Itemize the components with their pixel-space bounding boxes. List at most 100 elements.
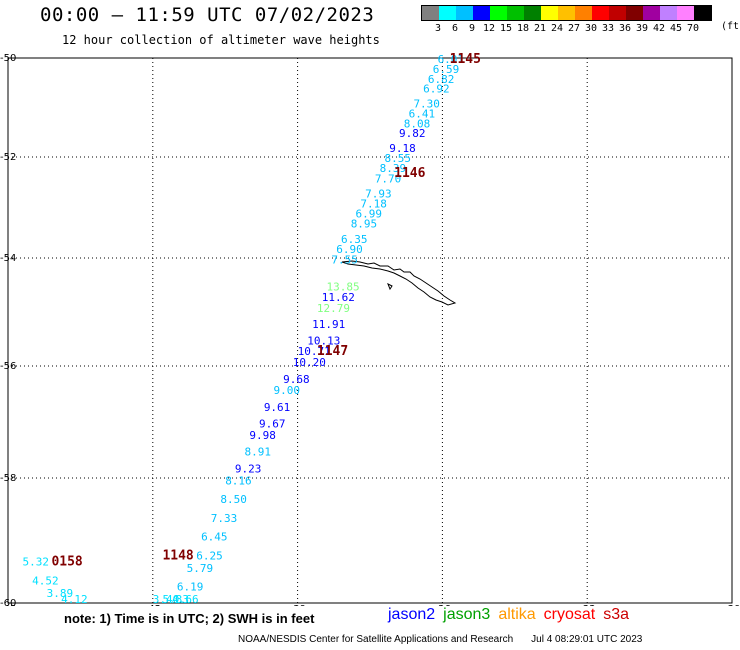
- track-time-label: 0158: [51, 555, 82, 570]
- track-time-label: 1145: [450, 52, 481, 67]
- legend-swatch: [524, 6, 541, 20]
- wave-reading: 5.32: [22, 556, 49, 569]
- graticule: [8, 58, 732, 603]
- wave-height-legend: 3 6 9 12 15 18 21 24 27 30 33 36 39 42 45 70: [421, 5, 712, 35]
- legend-swatches: [421, 5, 712, 21]
- map-frame: [7, 57, 733, 604]
- wave-reading: 5.33: [162, 593, 189, 606]
- wave-reading: 9.18: [389, 142, 416, 155]
- wave-reading: 6.01: [438, 53, 465, 66]
- legend-swatch: [694, 6, 711, 20]
- satellite-name: jason2: [388, 606, 436, 623]
- longitude-label: -36: [434, 604, 450, 606]
- legend-label: 33: [601, 23, 615, 34]
- legend-label: 36: [618, 23, 632, 34]
- legend-label: 6: [451, 23, 459, 34]
- wave-reading: 6.82: [428, 73, 455, 86]
- wave-reading: 6.99: [356, 208, 383, 221]
- wave-reading: 5.79: [187, 562, 214, 575]
- wave-reading: 9.61: [264, 401, 291, 414]
- wave-reading: 7.70: [375, 172, 402, 185]
- legend-label: 45: [669, 23, 683, 34]
- latitude-label: -60: [0, 598, 16, 606]
- wave-reading: 10.71: [298, 345, 331, 358]
- longitude-labels: -45 -42 -39 -36 -33 -30: [0, 604, 740, 606]
- wave-reading: 4.52: [32, 574, 59, 587]
- wave-reading: 3.89: [47, 587, 74, 600]
- latitude-label: -56: [0, 361, 16, 372]
- wave-reading: 6.25: [196, 549, 223, 562]
- wave-reading: 8.16: [225, 474, 252, 487]
- legend-label: 12: [482, 23, 496, 34]
- footer-credit: NOAA/NESDIS Center for Satellite Applica…: [238, 634, 642, 645]
- wave-reading: 8.55: [384, 152, 411, 165]
- longitude-label: -45: [0, 604, 16, 606]
- wave-reading: 8.91: [245, 446, 271, 459]
- wave-reading: 7.93: [365, 187, 392, 200]
- satellite-name: cryosat: [543, 606, 596, 623]
- wave-reading: 12.79: [317, 302, 350, 315]
- wave-reading: 4.12: [61, 593, 88, 606]
- wave-reading: 9.67: [259, 418, 286, 431]
- legend-label: 3: [434, 23, 442, 34]
- wave-reading: 9.98: [249, 429, 275, 442]
- credit-text: NOAA/NESDIS Center for Satellite Applica…: [238, 634, 514, 645]
- latitude-label: -50: [0, 53, 16, 64]
- latitude-label: -52: [0, 152, 16, 163]
- legend-label: 9: [468, 23, 476, 34]
- satellite-name: altika: [498, 606, 536, 623]
- latitude-label: -58: [0, 473, 16, 484]
- longitude-label: -39: [290, 604, 306, 606]
- wave-reading: 8.08: [404, 117, 431, 130]
- wave-reading: 6.92: [423, 83, 450, 96]
- wave-reading: 11.91: [312, 318, 345, 331]
- wave-reading: 3.40: [153, 593, 180, 606]
- legend-swatch: [660, 6, 677, 20]
- legend-label: 70: [686, 23, 700, 34]
- wave-reading: 9.82: [399, 127, 426, 140]
- wave-reading: 7.18: [360, 198, 387, 211]
- longitude-label: -42: [145, 604, 161, 606]
- wave-height-map: -45 -42 -39 -36 -33 -30 -50 -52 -54 -56 -58 -60 6.…: [0, 52, 740, 606]
- wave-reading: 13.85: [327, 280, 360, 293]
- satellite-name: jason3: [443, 606, 491, 623]
- legend-swatch: [575, 6, 592, 20]
- legend-swatch: [677, 6, 694, 20]
- legend-label: 18: [516, 23, 530, 34]
- wave-reading: 6.45: [201, 531, 228, 544]
- latitude-labels: -50 -52 -54 -56 -58 -60: [0, 53, 16, 606]
- wave-reading: 8.39: [380, 162, 407, 175]
- legend-swatch: [592, 6, 609, 20]
- legend-swatch: [626, 6, 643, 20]
- wave-reading: 6.59: [433, 63, 460, 76]
- footer-note: note: 1) Time is in UTC; 2) SWH is in fe…: [64, 611, 315, 626]
- track-time-label: 1146: [394, 166, 425, 181]
- wave-reading: 9.68: [283, 373, 310, 386]
- satellite-legend: jason2 jason3 altika cryosat s3a: [388, 606, 637, 624]
- wave-reading: 8.95: [351, 218, 378, 231]
- wave-reading: 7.30: [413, 98, 440, 111]
- coastline-fragment: [387, 282, 393, 291]
- longitude-label: -33: [579, 604, 595, 606]
- wave-reading: 6.19: [177, 581, 204, 594]
- wave-reading: 9.23: [235, 462, 262, 475]
- legend-labels: 3 6 9 12 15 18 21 24 27 30 33 36 39 42 45 70: [421, 21, 712, 35]
- south-georgia-coastline: [341, 260, 457, 306]
- wave-readings: 6.016.596.826.92 7.306.418.089.82 9.188.55…: [22, 53, 464, 606]
- legend-unit: (ft): [721, 21, 740, 32]
- legend-label: 39: [635, 23, 649, 34]
- legend-swatch: [439, 6, 456, 20]
- legend-label: 30: [584, 23, 598, 34]
- longitude-label: -30: [724, 604, 740, 606]
- wave-reading: 7.33: [211, 512, 238, 525]
- wave-reading: 10.13: [307, 334, 340, 347]
- wave-reading: 6.90: [336, 243, 363, 256]
- track-time-label: 1148: [162, 548, 193, 563]
- generated-date: Jul 4 08:29:01 UTC 2023: [531, 634, 643, 645]
- map-subtitle: 12 hour collection of altimeter wave hei…: [62, 33, 380, 47]
- legend-label: 24: [550, 23, 564, 34]
- map-title: 00:00 – 11:59 UTC 07/02/2023: [40, 4, 375, 26]
- wave-reading: 9.00: [273, 384, 300, 397]
- legend-label: 15: [499, 23, 513, 34]
- wave-reading: 11.62: [322, 291, 355, 304]
